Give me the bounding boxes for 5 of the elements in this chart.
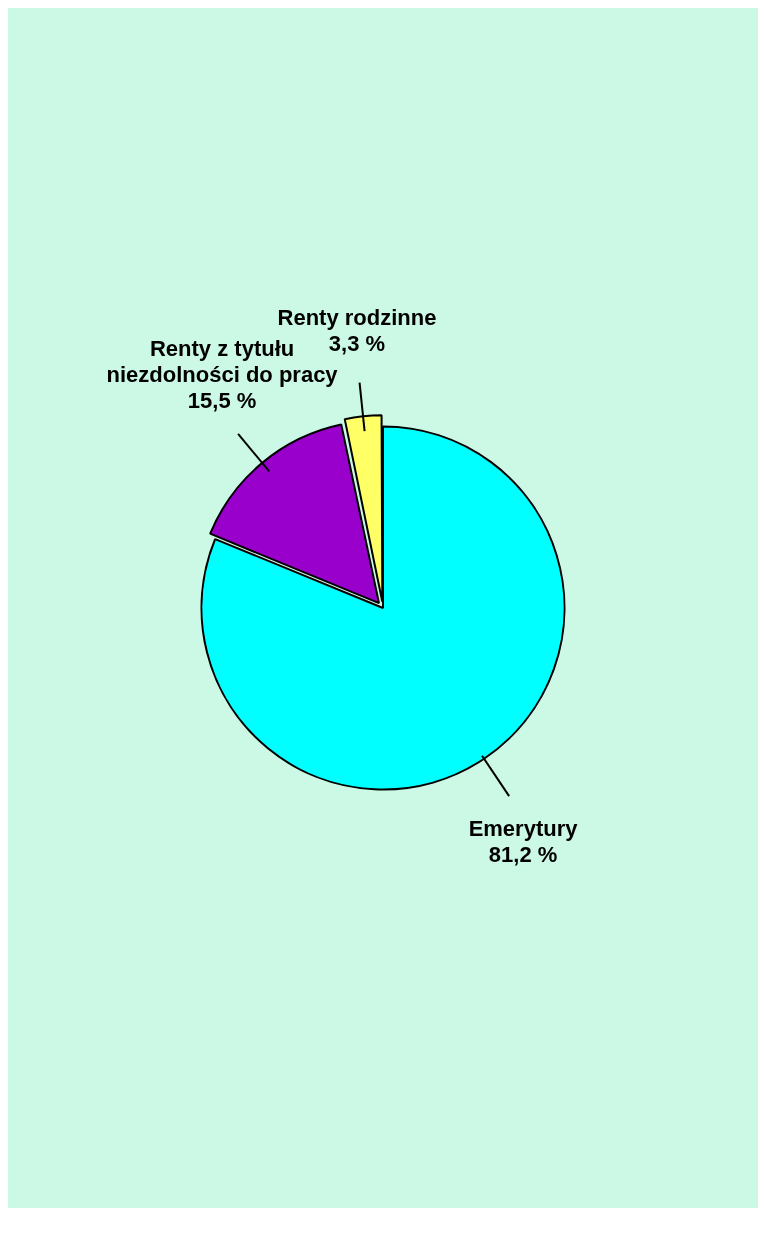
data-label: 81,2 % <box>488 841 558 867</box>
slice-label: Emerytury <box>468 815 579 841</box>
data-label: 3,3 % <box>328 330 386 356</box>
data-label: 15,5 % <box>187 387 257 413</box>
slice-label: Renty rodzinne <box>277 304 437 330</box>
